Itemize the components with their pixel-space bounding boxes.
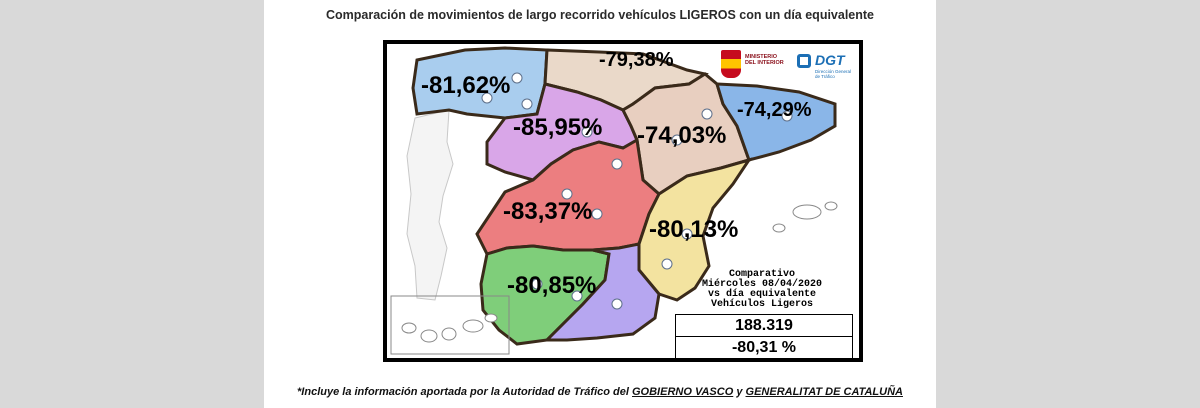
label-north: -79,38% xyxy=(599,49,674,71)
footnote-connector: y xyxy=(736,386,743,398)
ministry-logo: MINISTERIO DEL INTERIOR xyxy=(719,48,791,82)
portugal-area xyxy=(406,109,454,301)
footnote-entity-1: GOBIERNO VASCO xyxy=(632,386,734,398)
comparison-line-3: vs día equivalente xyxy=(707,289,817,300)
dgt-logo: DGT Dirección General de Tráfico xyxy=(795,48,855,82)
footnote: *Incluye la información aportada por la … xyxy=(264,386,936,398)
comparison-caption: Comparativo Miércoles 08/04/2020 vs día … xyxy=(687,270,837,310)
traffic-map: MINISTERIO DEL INTERIOR DGT Dirección Ge… xyxy=(383,40,863,362)
label-northwest: -81,62% xyxy=(421,72,511,99)
label-south: -80,85% xyxy=(507,272,597,299)
balearic-islands xyxy=(772,201,838,233)
region-southeast xyxy=(543,242,661,342)
city-markers xyxy=(481,72,793,310)
dgt-name: DGT xyxy=(815,52,845,68)
comparison-line-1: Comparativo xyxy=(728,269,795,280)
ministry-line-1: MINISTERIO xyxy=(745,54,778,60)
spain-map-svg xyxy=(390,46,838,355)
label-east: -80,13% xyxy=(649,216,739,243)
footnote-entity-2: GENERALITAT DE CATALUÑA xyxy=(745,386,903,398)
spain-coat-of-arms-icon xyxy=(721,50,741,78)
label-center: -83,37% xyxy=(503,198,593,225)
label-ebro: -74,03% xyxy=(637,122,727,149)
total-vehicles: 188.319 xyxy=(676,315,852,337)
label-castilla-leon: -85,95% xyxy=(513,114,603,141)
label-northeast: -74,29% xyxy=(737,99,812,121)
canary-islands xyxy=(390,295,510,355)
footnote-prefix: *Incluye la información aportada por la … xyxy=(297,386,629,398)
comparison-line-4: Vehículos Ligeros xyxy=(710,299,814,310)
dgt-subtitle: Dirección General de Tráfico xyxy=(815,69,852,79)
totals-box: 188.319 -80,31 % xyxy=(675,314,853,358)
total-change: -80,31 % xyxy=(731,339,797,356)
region-northeast xyxy=(714,82,837,162)
dgt-mark-icon xyxy=(797,54,811,68)
page-title: Comparación de movimientos de largo reco… xyxy=(325,8,875,22)
ministry-line-2: DEL INTERIOR xyxy=(745,60,784,66)
comparison-line-2: Miércoles 08/04/2020 xyxy=(701,279,823,290)
